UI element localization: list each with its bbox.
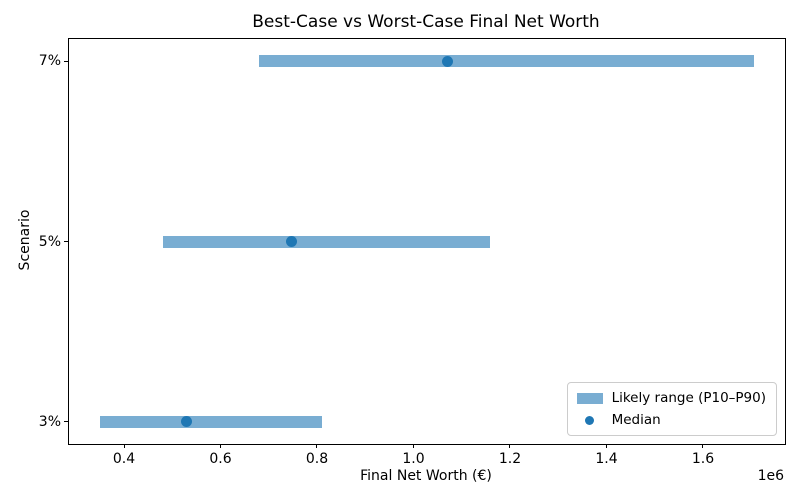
legend-label-range: Likely range (P10–P90): [611, 390, 766, 406]
median-dot: [286, 236, 298, 247]
range-bar-swatch-icon: [576, 392, 603, 404]
x-tick-mark: [605, 444, 607, 448]
y-axis-label: Scenario: [17, 209, 33, 271]
x-tick-label: 1.6: [691, 451, 715, 467]
x-tick-mark: [219, 444, 221, 448]
y-tick-mark: [64, 60, 68, 62]
x-tick-mark: [123, 444, 125, 448]
legend-item-median: Median: [577, 412, 766, 428]
x-tick-label: 1.2: [498, 451, 522, 467]
x-tick-label: 0.8: [305, 451, 329, 467]
y-tick-label: 5%: [38, 233, 61, 250]
x-tick-label: 1.4: [595, 451, 618, 467]
plot-area: Likely range (P10–P90) Median 7% 5% 3% 0.4 0…: [39, 38, 786, 467]
legend-label-median: Median: [611, 412, 661, 428]
y-tick-label: 3%: [38, 413, 61, 430]
x-tick-label: 0.4: [112, 451, 136, 467]
median-dot: [180, 416, 192, 428]
legend: Likely range (P10–P90) Median: [566, 382, 777, 436]
median-swatch-wrap: [577, 415, 603, 425]
x-tick-label: 1.0: [402, 451, 425, 467]
chart-title: Best-Case vs Worst-Case Final Net Worth: [252, 12, 600, 32]
range-bar: [259, 55, 754, 68]
y-tick-mark: [64, 241, 68, 242]
x-tick-mark: [702, 444, 704, 448]
range-bar: [99, 415, 323, 428]
x-axis-label: Final Net Worth (€): [360, 468, 492, 484]
range-swatch-wrap: [576, 392, 603, 404]
x-tick-label: 0.6: [209, 451, 232, 467]
median-dot-swatch-icon: [585, 415, 595, 425]
y-tick-mark: [64, 421, 68, 423]
axis-offset-label: 1e6: [757, 468, 784, 484]
legend-item-range: Likely range (P10–P90): [576, 390, 766, 406]
y-tick-label: 7%: [38, 53, 61, 70]
x-tick-mark: [316, 444, 318, 448]
x-tick-mark: [509, 444, 511, 448]
range-bar: [163, 235, 490, 248]
x-tick-mark: [412, 444, 414, 448]
median-dot: [441, 55, 453, 67]
